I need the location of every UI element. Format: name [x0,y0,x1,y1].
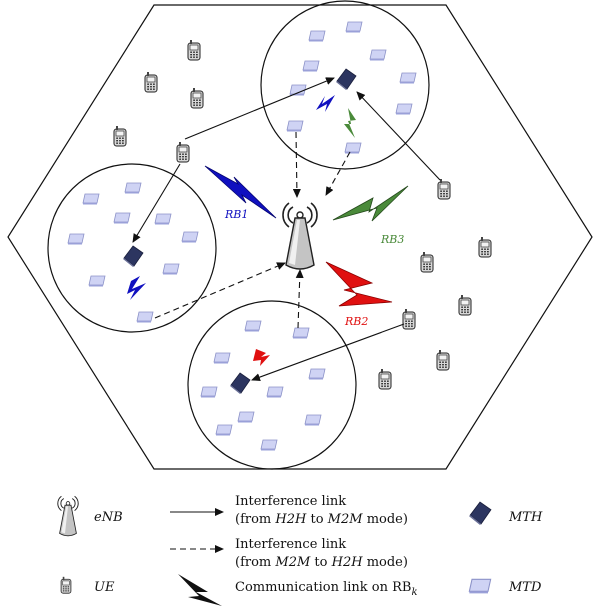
mtd-device [266,386,284,398]
mtd-device [162,263,180,275]
ue-phone [187,39,201,61]
legend-ue-label: UE [94,580,115,595]
mtd-device [345,21,363,33]
legend-mth-icon [468,501,492,525]
legend-m2m-line2: (from M2M to H2H mode) [235,555,408,570]
legend-comm-bolt-icon [178,574,222,606]
interference-arrow-dashed [154,262,286,319]
ue-phone [458,294,472,316]
mtd-device [88,275,106,287]
comm-bolt-small-blue-left [127,276,146,300]
mtd-device [67,233,85,245]
interference-arrow [356,91,441,181]
legend-enb-label: eNB [94,510,123,525]
mtd-device [213,352,231,364]
legend-m2m-line1: Interference link [235,537,346,552]
mtd-device [260,439,278,451]
rb2-label: RB2 [344,315,368,328]
interference-arrow [132,163,181,243]
comm-bolt-small-blue-top [316,95,335,112]
legend: eNB Interference link (from H2H to M2M m… [57,494,543,606]
comm-bolt-small-green-top [344,108,356,138]
ue-phone [478,236,492,258]
ue-phone [144,71,158,93]
cluster-circle-bottom [187,300,357,470]
ue-phone [436,349,450,371]
interference-arrow-dashed [325,151,351,196]
comm-bolt-small-red-bottom [253,349,270,366]
mtd-device [292,327,310,339]
mtd-device [286,120,304,132]
mtd-device [302,60,320,72]
mtd-device [395,103,413,115]
mtd-device [154,213,172,225]
interference-links-h2h-to-m2m [132,77,441,381]
mtd-device [124,182,142,194]
mtd-device [244,320,262,332]
mtd-device [344,142,362,154]
legend-mtd-icon [468,578,492,594]
mtd-device [308,368,326,380]
legend-enb-icon [57,495,79,537]
interference-arrow [251,323,405,381]
mtd-device [113,212,131,224]
mtd-device [369,49,387,61]
interference-arrow-dashed [292,131,301,198]
legend-mth-label: MTH [508,510,543,525]
legend-mtd-label: MTD [508,580,542,595]
mtd-device [200,386,218,398]
comm-bolt-rb1 [204,165,277,219]
mtd-device [136,311,154,323]
cluster-circle-top [260,0,430,170]
mtd-device [215,424,233,436]
ue-phone [420,251,434,273]
cluster-circle-left [47,163,217,333]
ue-phone [176,141,190,163]
ue-phone [113,125,127,147]
ue-phone [437,178,451,200]
ue-phone [402,308,416,330]
comm-bolt-rb2 [325,261,393,307]
legend-ue-icon [60,576,72,594]
mtd-device [237,411,255,423]
ue-phone [190,87,204,109]
mtd-device [181,231,199,243]
mtd-device [399,72,417,84]
interference-arrow [184,77,335,140]
legend-h2h-line1: Interference link [235,494,346,509]
comm-bolt-rb3 [332,185,409,222]
rb3-label: RB3 [380,233,404,246]
mtd-device [308,30,326,42]
interference-links-m2m-to-h2h [154,131,351,329]
rb1-label: RB1 [224,208,248,221]
mtd-device [82,193,100,205]
legend-comm-label: Communication link on RBk [235,580,418,598]
legend-h2h-line2: (from H2H to M2M mode) [235,512,408,527]
ue-phone [378,368,392,390]
mtd-device [304,414,322,426]
